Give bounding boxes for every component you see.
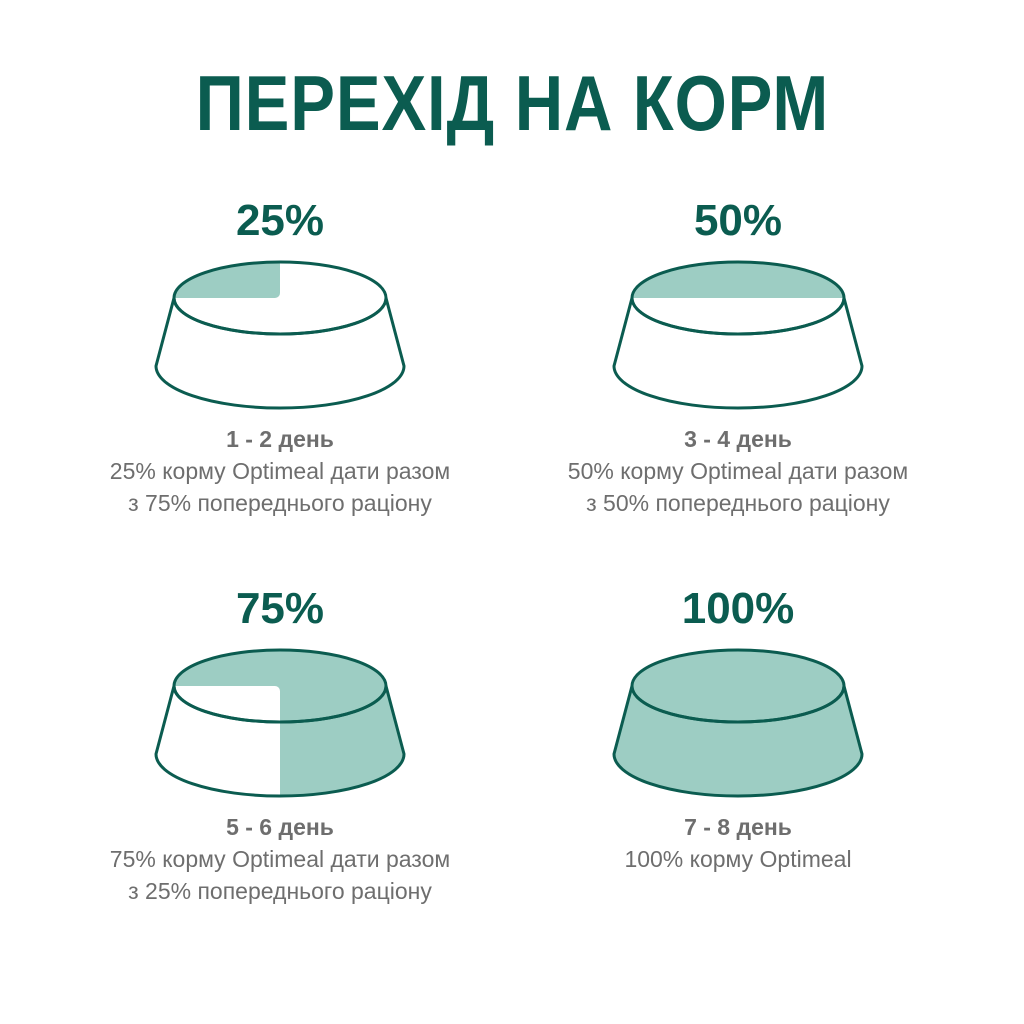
percent-label: 100% bbox=[681, 584, 795, 633]
bowl-fill bbox=[614, 262, 862, 408]
description-line-1: 25% корму Optimeal дати разом bbox=[109, 458, 451, 484]
day-range: 1 - 2 день bbox=[226, 426, 334, 452]
description-line-2: з 75% попереднього раціону bbox=[128, 490, 432, 516]
percent-label: 25% bbox=[235, 196, 325, 245]
step-2: 50% 3 - 4 день 50% корму Optimeal дати р… bbox=[508, 196, 968, 519]
percent-label: 50% bbox=[693, 196, 783, 245]
bowl-icon bbox=[612, 648, 864, 798]
percent-label: 75% bbox=[235, 584, 325, 633]
bowl-fill bbox=[156, 650, 404, 796]
description-line-1: 75% корму Optimeal дати разом bbox=[109, 846, 451, 872]
bowl-icon bbox=[612, 260, 864, 410]
day-range: 3 - 4 день bbox=[684, 426, 792, 452]
step-4: 100% 7 - 8 день 100% корму Optimeal bbox=[508, 584, 968, 875]
page-title: ПЕРЕХІД НА КОРМ bbox=[195, 59, 829, 147]
bowl-rim bbox=[172, 648, 388, 724]
bowl-rim bbox=[172, 260, 388, 336]
bowl-icon bbox=[154, 648, 406, 798]
step-3: 75% 5 - 6 день 75% корму Optimeal дати р… bbox=[50, 584, 510, 907]
bowl-fill bbox=[156, 262, 404, 408]
step-1: 25% 1 - 2 день 25% корму Optimeal дати р… bbox=[50, 196, 510, 519]
bowl-rim bbox=[630, 260, 846, 336]
description-line-1: 50% корму Optimeal дати разом bbox=[567, 458, 909, 484]
day-range: 5 - 6 день bbox=[226, 814, 334, 840]
description-line-2: з 50% попереднього раціону bbox=[586, 490, 890, 516]
bowl-rim bbox=[630, 648, 846, 724]
description-line-1: 100% корму Optimeal bbox=[624, 846, 852, 872]
day-range: 7 - 8 день bbox=[684, 814, 792, 840]
bowl-icon bbox=[154, 260, 406, 410]
description-line-2: з 25% попереднього раціону bbox=[128, 878, 432, 904]
